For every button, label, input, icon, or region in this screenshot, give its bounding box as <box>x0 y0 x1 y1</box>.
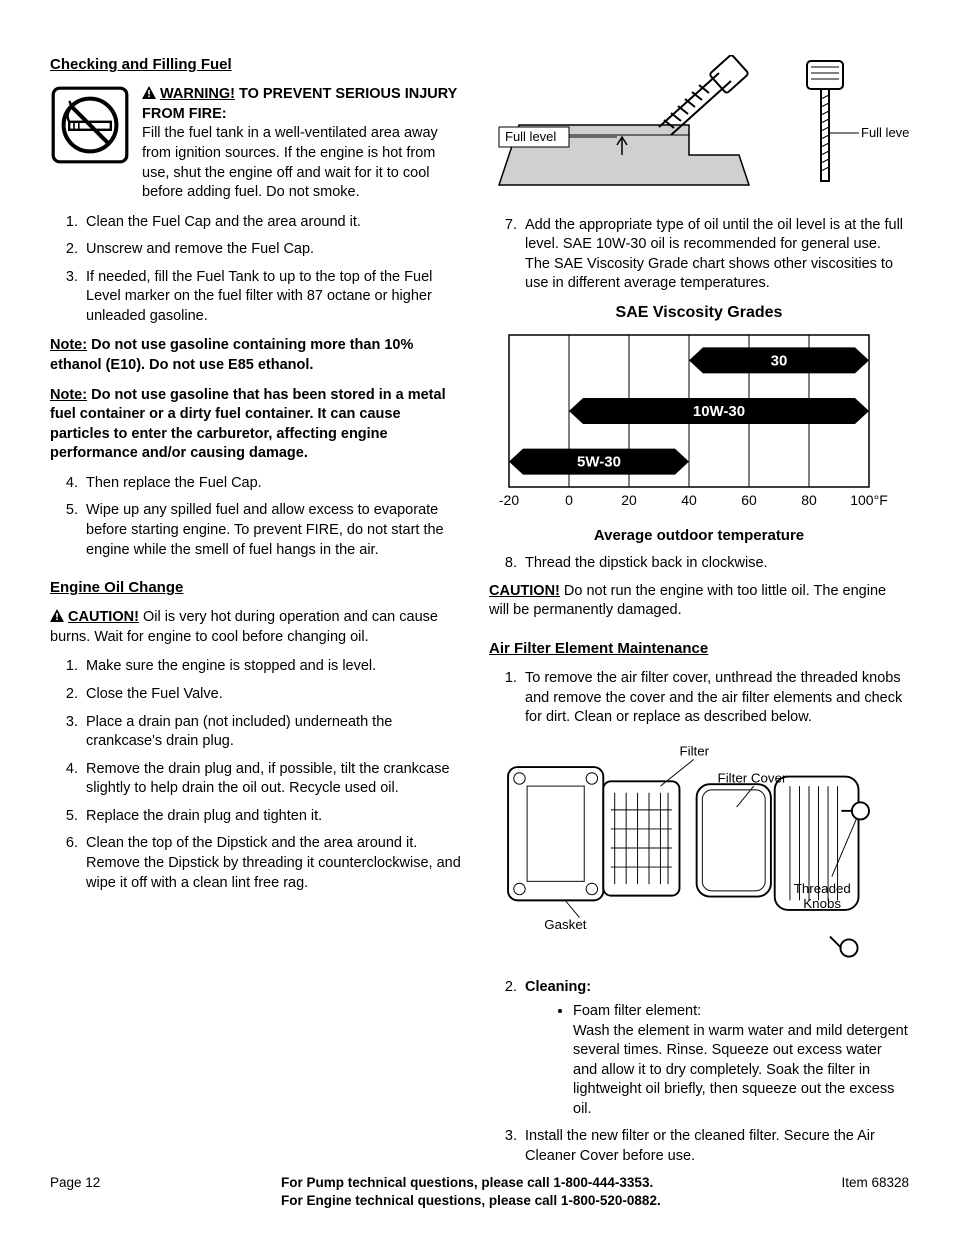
svg-text:20: 20 <box>621 492 637 508</box>
bullet-head: Foam filter element: <box>573 1003 701 1019</box>
list-item: Unscrew and remove the Fuel Cap. <box>82 240 461 260</box>
fuel-steps-b: Then replace the Fuel Cap. Wipe up any sp… <box>50 474 461 560</box>
page-number: Page 12 <box>50 1174 100 1192</box>
full-level-left-label: Full level <box>505 129 556 144</box>
list-item: Add the appropriate type of oil until th… <box>521 216 909 294</box>
list-item: Thread the dipstick back in clockwise. <box>521 554 909 574</box>
caution-oil: CAUTION! Oil is very hot during operatio… <box>50 608 461 647</box>
right-column: Full level <box>489 55 909 1174</box>
list-item: Close the Fuel Valve. <box>82 685 461 705</box>
air-filter-diagram: Filter Filter Cover Gasket Threaded Knob… <box>489 738 909 965</box>
list-item: Remove the drain plug and, if possible, … <box>82 760 461 799</box>
oil-steps: Make sure the engine is stopped and is l… <box>50 657 461 893</box>
cleaning-bullets: Foam filter element: Wash the element in… <box>525 1002 909 1119</box>
filter-cover-label: Filter Cover <box>718 770 787 785</box>
warning-triangle-icon <box>50 609 68 625</box>
svg-text:-20: -20 <box>499 492 519 508</box>
oil-step-7: Add the appropriate type of oil until th… <box>489 216 909 294</box>
svg-text:80: 80 <box>801 492 817 508</box>
note-label: Note: <box>50 387 87 403</box>
chart-subtitle: Average outdoor temperature <box>489 526 909 546</box>
list-item: Clean the Fuel Cap and the area around i… <box>82 213 461 233</box>
warning-text: WARNING! TO PREVENT SERIOUS INJURY FROM … <box>142 85 461 202</box>
note-ethanol: Note: Do not use gasoline containing mor… <box>50 336 461 375</box>
svg-text:10W-30: 10W-30 <box>693 403 745 420</box>
cleaning-head: Cleaning: <box>525 979 591 995</box>
list-item: Make sure the engine is stopped and is l… <box>82 657 461 677</box>
list-item: Cleaning: Foam filter element: Wash the … <box>521 978 909 1119</box>
knobs-label-1: Threaded <box>794 881 851 896</box>
left-column: Checking and Filling Fuel WARNING! <box>50 55 461 1174</box>
warning-block: WARNING! TO PREVENT SERIOUS INJURY FROM … <box>50 85 461 202</box>
svg-text:5W-30: 5W-30 <box>577 454 621 471</box>
footer-line-2: For Engine technical questions, please c… <box>281 1192 661 1210</box>
footer-contact: For Pump technical questions, please cal… <box>281 1174 661 1210</box>
air-filter-steps-2: Cleaning: Foam filter element: Wash the … <box>489 978 909 1166</box>
air-filter-steps-1: To remove the air filter cover, unthread… <box>489 669 909 728</box>
list-item: Wipe up any spilled fuel and allow exces… <box>82 501 461 560</box>
caution-low-oil: CAUTION! Do not run the engine with too … <box>489 582 909 621</box>
note-storage: Note: Do not use gasoline that has been … <box>50 386 461 464</box>
list-item: Replace the drain plug and tighten it. <box>82 807 461 827</box>
caution-label: CAUTION! <box>68 609 139 625</box>
svg-text:100°F: 100°F <box>850 492 888 508</box>
warning-body: Fill the fuel tank in a well-ventilated … <box>142 125 438 200</box>
note-body: Do not use gasoline that has been stored… <box>50 387 446 462</box>
list-item: Place a drain pan (not included) underne… <box>82 713 461 752</box>
page-footer: Page 12 For Pump technical questions, pl… <box>50 1174 909 1210</box>
chart-title: SAE Viscosity Grades <box>489 302 909 324</box>
list-item: Clean the top of the Dipstick and the ar… <box>82 834 461 893</box>
gasket-label: Gasket <box>544 917 587 932</box>
oil-step-8: Thread the dipstick back in clockwise. <box>489 554 909 574</box>
warning-label: WARNING! <box>160 86 235 102</box>
no-smoking-icon <box>50 85 130 165</box>
note-body: Do not use gasoline containing more than… <box>50 337 413 373</box>
list-item: Install the new filter or the cleaned fi… <box>521 1127 909 1166</box>
warning-heading: WARNING! TO PREVENT SERIOUS INJURY FROM … <box>142 86 457 122</box>
svg-text:0: 0 <box>565 492 573 508</box>
section-title-fuel: Checking and Filling Fuel <box>50 55 461 75</box>
bullet-body: Wash the element in warm water and mild … <box>573 1023 908 1117</box>
svg-text:60: 60 <box>741 492 757 508</box>
fuel-level-diagram: Full level <box>489 55 909 202</box>
full-level-right-label: Full level <box>861 125 909 140</box>
list-item: Foam filter element: Wash the element in… <box>573 1002 909 1119</box>
note-label: Note: <box>50 337 87 353</box>
section-title-oil: Engine Oil Change <box>50 578 461 598</box>
footer-line-1: For Pump technical questions, please cal… <box>281 1174 661 1192</box>
list-item: Then replace the Fuel Cap. <box>82 474 461 494</box>
svg-text:40: 40 <box>681 492 697 508</box>
warning-triangle-icon <box>142 86 160 102</box>
filter-label: Filter <box>679 743 709 758</box>
viscosity-chart: SAE Viscosity Grades -20 0 20 40 60 80 100°F 30… <box>489 302 909 546</box>
item-number: Item 68328 <box>841 1174 909 1192</box>
list-item: If needed, fill the Fuel Tank to up to t… <box>82 268 461 327</box>
section-title-air-filter: Air Filter Element Maintenance <box>489 639 909 659</box>
fuel-steps-a: Clean the Fuel Cap and the area around i… <box>50 213 461 327</box>
viscosity-chart-svg: -20 0 20 40 60 80 100°F 30 10W-30 5W-30 <box>489 327 889 517</box>
svg-text:30: 30 <box>771 353 788 370</box>
knobs-label-2: Knobs <box>803 896 841 911</box>
caution-label: CAUTION! <box>489 583 560 599</box>
two-column-layout: Checking and Filling Fuel WARNING! <box>50 55 909 1174</box>
list-item: To remove the air filter cover, unthread… <box>521 669 909 728</box>
